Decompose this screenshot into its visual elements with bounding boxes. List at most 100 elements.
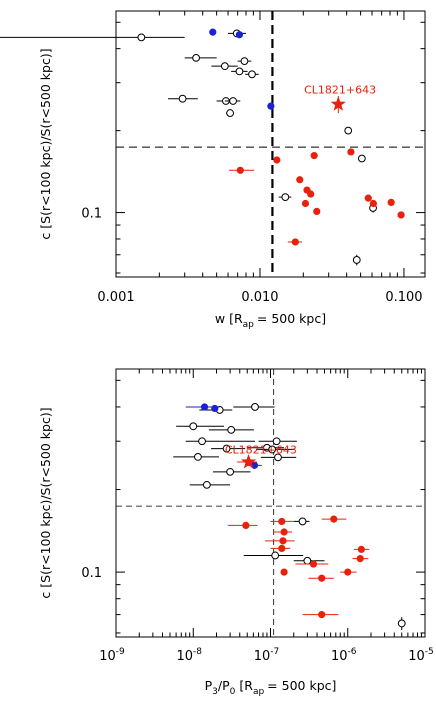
filled-marker xyxy=(318,574,326,582)
data-point xyxy=(344,126,353,135)
open-marker xyxy=(235,67,244,76)
open-marker xyxy=(268,445,277,454)
x-label-subscript: ap xyxy=(243,320,255,330)
open-marker xyxy=(248,70,256,79)
open-marker xyxy=(357,154,366,163)
open-marker xyxy=(397,619,406,628)
data-point xyxy=(321,515,347,523)
filled-marker xyxy=(356,555,364,563)
data-point xyxy=(330,96,346,114)
data-point xyxy=(287,238,303,246)
cl1821-annotation: CL1821+643 xyxy=(225,443,297,456)
filled-marker xyxy=(301,199,310,208)
open-marker xyxy=(240,57,249,66)
open-marker xyxy=(227,425,236,434)
filled-marker xyxy=(273,156,281,164)
x-axis-label: P3/P0 [Rap = 500 kpc] xyxy=(205,678,337,697)
open-marker xyxy=(189,422,198,431)
x-label-text: [R xyxy=(239,678,253,693)
star-marker xyxy=(330,96,346,111)
data-point xyxy=(313,207,321,216)
y-axis-label: c [S(r<100 kpc)/S(r<500 kpc)] xyxy=(38,48,53,239)
y-axis-label: c [S(r<100 kpc)/S(r<500 kpc)] xyxy=(38,407,53,598)
data-point xyxy=(302,610,339,619)
data-point xyxy=(173,452,219,461)
filled-marker xyxy=(235,31,244,39)
open-marker xyxy=(192,53,200,62)
x-label-text: /P xyxy=(218,678,230,693)
data-point xyxy=(278,193,292,201)
open-marker xyxy=(229,97,237,105)
data-point xyxy=(352,555,369,563)
data-point xyxy=(260,453,297,462)
filled-marker xyxy=(369,199,377,208)
plot-frame xyxy=(115,368,426,638)
x-label-text: P xyxy=(205,678,213,693)
data-point xyxy=(364,194,372,202)
x-axis-label: w [Rap = 500 kpc] xyxy=(215,311,326,330)
data-point xyxy=(227,521,258,529)
data-point xyxy=(209,425,254,434)
x-tick-label: 10-7 xyxy=(254,647,280,664)
filled-marker xyxy=(309,560,318,568)
data-point xyxy=(211,404,219,413)
data-point xyxy=(211,444,246,453)
filled-marker xyxy=(267,102,275,110)
open-marker xyxy=(274,453,282,462)
filled-marker xyxy=(330,515,338,523)
x-tick-exponent: -8 xyxy=(193,647,202,657)
x-tick-base: 10 xyxy=(99,649,116,664)
data-point xyxy=(353,545,370,553)
open-marker xyxy=(271,551,280,560)
data-point xyxy=(212,467,251,476)
open-marker xyxy=(226,467,235,476)
data-point xyxy=(397,211,405,219)
data-point xyxy=(189,480,231,489)
data-point xyxy=(245,70,259,79)
open-marker xyxy=(272,437,281,446)
x-label-text: w [R xyxy=(215,311,243,326)
x-tick-label: 0.010 xyxy=(241,290,278,305)
x-tick-label: 10-8 xyxy=(176,647,202,664)
open-marker xyxy=(202,480,211,489)
data-point xyxy=(270,544,291,553)
filled-marker xyxy=(242,521,250,529)
open-marker xyxy=(226,109,234,117)
y-tick-label: 0.1 xyxy=(81,566,102,581)
star-marker xyxy=(240,453,257,469)
filled-marker xyxy=(279,537,287,545)
data-point xyxy=(308,574,334,582)
panel-1: 0.001 0.010 0.100 0.1 CL1821+643 c [S(r<100 k… xyxy=(0,10,426,330)
data-point xyxy=(397,617,406,631)
filled-marker xyxy=(357,545,365,553)
data-point xyxy=(273,156,281,164)
open-marker xyxy=(137,33,146,42)
data-point xyxy=(347,148,355,156)
filled-marker xyxy=(278,517,286,526)
data-point xyxy=(211,62,238,71)
open-marker xyxy=(344,126,353,135)
filled-marker xyxy=(307,190,315,198)
filled-marker xyxy=(310,151,318,160)
data-point xyxy=(273,528,293,536)
y-tick-label: 0.1 xyxy=(81,207,102,222)
x-tick-exponent: -9 xyxy=(116,647,125,657)
data-point xyxy=(340,568,357,576)
x-tick-base: 10 xyxy=(408,649,425,664)
open-marker xyxy=(220,62,229,71)
filled-marker xyxy=(291,238,299,246)
data-point xyxy=(270,517,294,526)
data-point xyxy=(229,166,255,174)
x-label-text: = 500 kpc] xyxy=(267,678,336,693)
data-point xyxy=(307,190,315,198)
data-point xyxy=(295,560,329,568)
x-tick-label: 10-5 xyxy=(408,647,434,664)
open-marker xyxy=(298,517,307,526)
data-point xyxy=(231,67,248,76)
x-label-text: = 500 kpc] xyxy=(257,311,326,326)
data-point xyxy=(310,151,318,160)
data-point xyxy=(185,437,255,446)
x-tick-label: 0.100 xyxy=(385,290,422,305)
